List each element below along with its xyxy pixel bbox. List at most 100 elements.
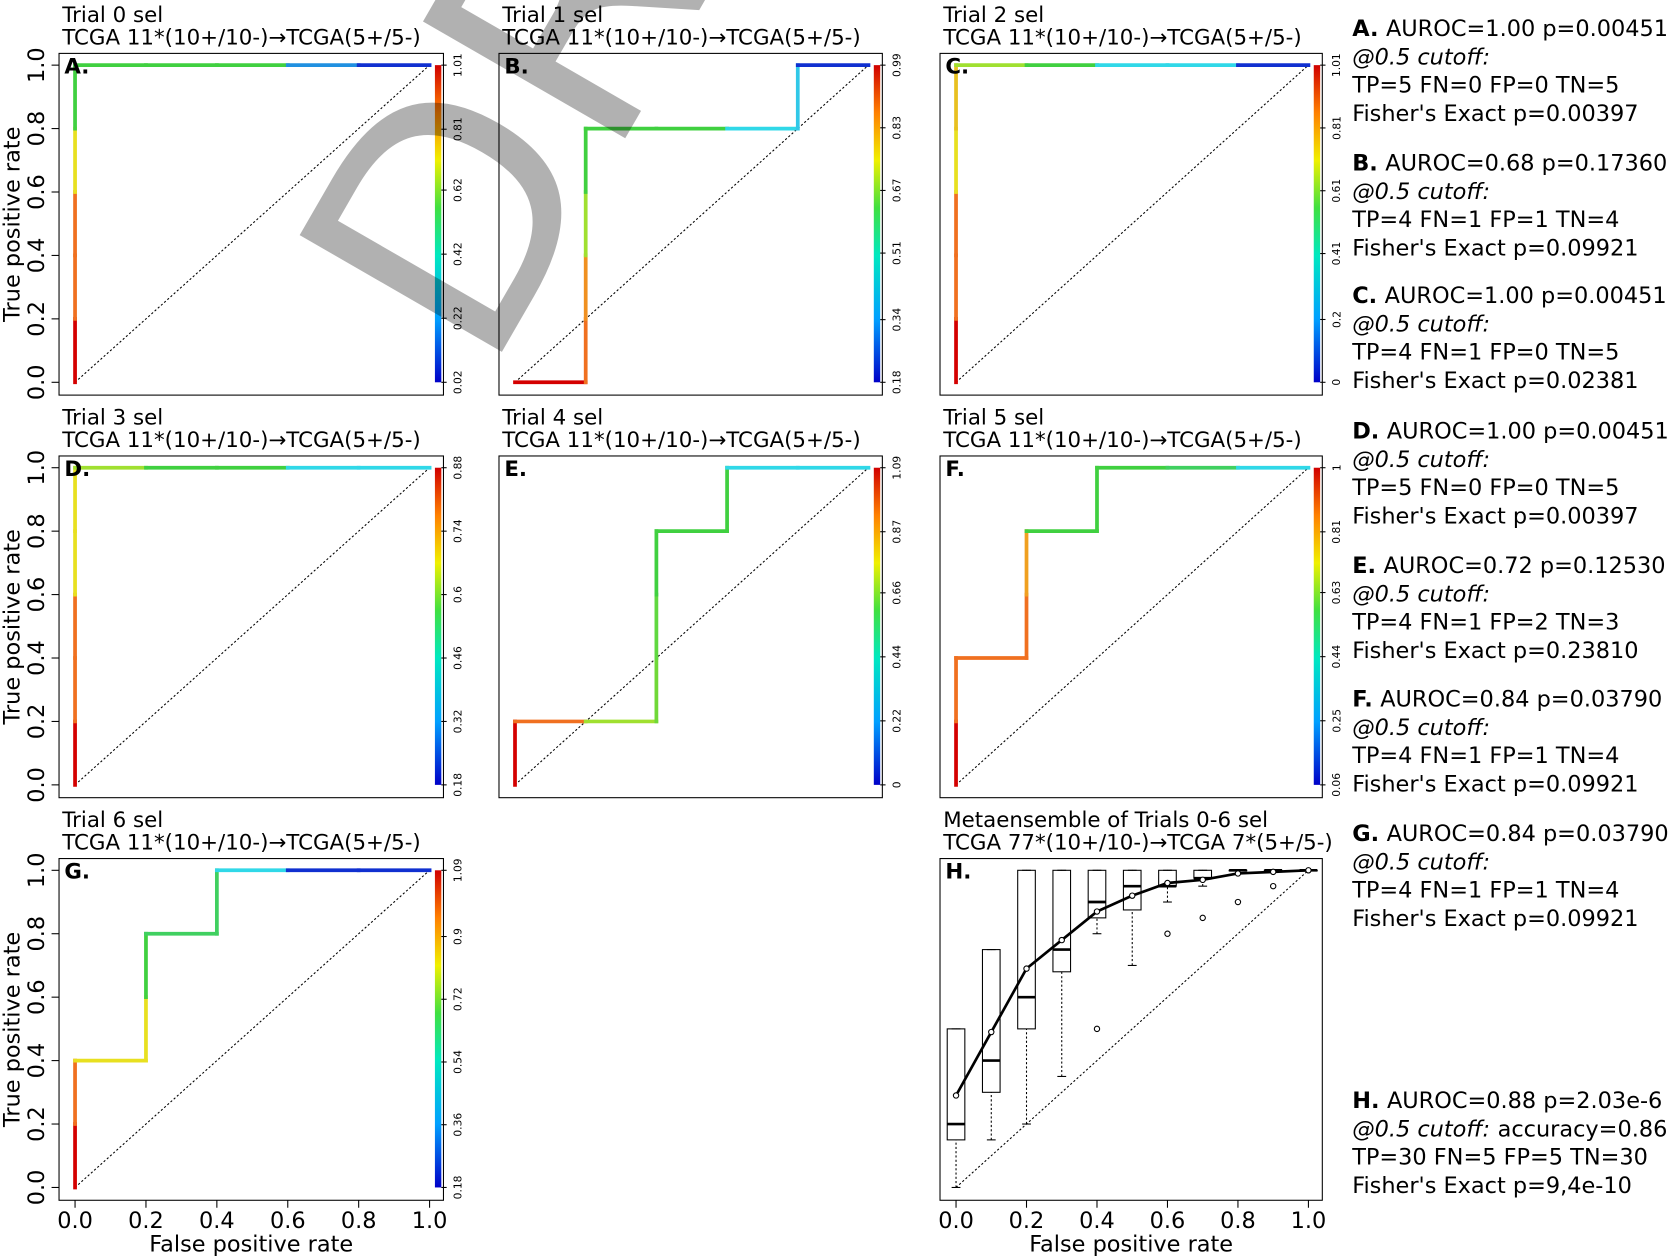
chart-subtitle: TCGA 11*(10+/10-)→TCGA(5+/5-) [942,25,1302,50]
y-tick-label: 0.4 [24,640,50,676]
reference-diagonal [955,869,1309,1188]
box [946,1028,966,1141]
x-tick-label: 0.6 [270,1208,306,1234]
stats-counts: TP=4 FN=1 FP=1 TN=4 [1351,878,1619,904]
chart-subtitle: TCGA 11*(10+/10-)→TCGA(5+/5-) [61,831,420,856]
mean-line [954,868,1309,1097]
colorbar-tick-label: 0.32 [451,710,464,734]
plot-frame [58,455,444,799]
stats-line: A. AUROC=1.00 p=0.00451 [1352,15,1668,41]
stats-line: @0.5 cutoff: [1352,311,1490,337]
stats-auroc: AUROC=1.00 p=0.00451 [1387,418,1669,444]
stats-line: F. AUROC=0.84 p=0.03790 [1352,686,1662,712]
mean-point [1234,870,1242,877]
outlier [1199,914,1206,922]
stats-counts: TP=5 FN=0 FP=0 TN=5 [1351,475,1619,501]
chart-subtitle: TCGA 77*(10+/10-)→TCGA 7*(5+/5-) [942,831,1333,856]
stats-fisher: Fisher's Exact p=0.09921 [1352,771,1638,797]
stats-line: @0.5 cutoff: [1352,178,1490,204]
stats-cutoff: @0.5 cutoff: [1352,581,1490,607]
y-tick-label: 0.6 [24,979,50,1015]
y-axis-label: True positive rate [0,932,26,1128]
stats-label: E. [1352,552,1376,578]
colorbar-tick-label: 0.87 [890,520,903,544]
colorbar-tick-label: 0.63 [1330,581,1343,605]
y-tick-label: 0.8 [24,513,50,549]
stats-line: D. AUROC=1.00 p=0.00451 [1352,418,1669,444]
y-tick-label: 0.8 [24,111,50,147]
colorbar-tick-label: 0.2 [1330,311,1343,328]
colorbar-tick-label: 0.22 [451,306,464,330]
plot-frame [58,858,444,1201]
reference-diagonal [955,467,1309,786]
y-axis-label: True positive rate [0,127,26,323]
plot-frame [939,858,1323,1201]
colorbar-tick-label: 0.44 [890,645,903,669]
x-tick-label: 0.2 [128,1208,164,1234]
chart-title: Metaensemble of Trials 0-6 sel [943,808,1268,833]
colorbar-tick-label: 0.42 [451,242,464,266]
colorbar-tick-label: 0.6 [451,586,464,603]
colorbar-tick-label: 0.9 [451,928,464,945]
mean-point [988,1028,995,1036]
box [1017,869,1036,1030]
stats-auroc: AUROC=0.84 p=0.03790 [1380,686,1662,712]
x-tick-label: 1.0 [1291,1208,1327,1234]
mean-point [1093,908,1101,915]
stats-label: D. [1352,418,1379,444]
colorbar-tick-label: 0.44 [1330,645,1343,669]
panel-label: E. [504,457,527,482]
colorbar-tick-label: 1.09 [890,456,903,480]
panel-label: D. [64,457,90,482]
stats-line: H. AUROC=0.88 p=2.03e-6 [1352,1087,1662,1113]
chart-title: Trial 2 sel [942,3,1044,28]
stats-cutoff: @0.5 cutoff: [1352,178,1490,204]
colorbar-tick-label: 0.61 [1330,179,1343,203]
stats-fisher: Fisher's Exact p=0.09921 [1352,235,1638,261]
x-tick-label: 0.8 [341,1208,377,1234]
colorbar-tick-label: 1.01 [451,53,464,77]
colorbar-tick-label: 0.81 [1330,520,1343,544]
panel-label: C. [945,54,969,79]
outlier [1234,898,1242,906]
box [1122,869,1142,911]
colorbar-tick-label: 0.34 [890,308,903,332]
plot-frame [58,52,444,396]
stats-line: @0.5 cutoff: [1352,446,1490,472]
colorbar-tick-label: 0 [1330,379,1343,386]
colorbar-tick-label: 0.25 [1330,709,1343,733]
colorbar-tick-label: 0.83 [890,116,903,140]
mean-point [1023,965,1030,972]
stats-fisher: Fisher's Exact p=0.09921 [1352,906,1638,932]
y-tick-label: 0.0 [24,767,50,803]
colorbar-tick-label: 0.46 [451,646,464,670]
plot-frame [939,455,1323,799]
stats-counts: TP=4 FN=1 FP=1 TN=4 [1351,743,1619,769]
x-axis-label: False positive rate [149,1232,353,1258]
colorbar-tick-label: 1 [1330,464,1343,471]
colorbar-tick-label: 0.81 [1330,116,1343,140]
y-tick-label: 1.0 [24,47,50,83]
stats-label: G. [1352,820,1379,846]
stats-counts: TP=30 FN=5 FP=5 TN=30 [1351,1144,1648,1170]
stats-auroc: AUROC=0.84 p=0.03790 [1387,820,1669,846]
stats-counts: TP=5 FN=0 FP=0 TN=5 [1351,72,1619,98]
colorbar-tick-label: 1.09 [451,858,464,882]
colorbar [434,467,442,785]
reference-diagonal [955,64,1309,383]
x-tick-label: 0.4 [199,1208,235,1234]
colorbar-tick-label: 0.72 [451,987,464,1011]
panel-label: H. [945,859,971,884]
chart-subtitle: TCGA 11*(10+/10-)→TCGA(5+/5-) [61,428,420,453]
y-tick-label: 0.2 [24,704,50,740]
y-tick-label: 0.4 [24,238,50,274]
stats-auroc: AUROC=1.00 p=0.00451 [1385,282,1667,308]
plot-frame [498,52,883,396]
outlier [1093,1025,1101,1033]
mean-point [1269,868,1277,876]
chart-subtitle: TCGA 11*(10+/10-)→TCGA(5+/5-) [942,428,1302,453]
stats-line: E. AUROC=0.72 p=0.12530 [1352,552,1665,578]
stats-cutoff: @0.5 cutoff: [1352,1116,1490,1142]
y-tick-label: 0.0 [24,1170,50,1206]
